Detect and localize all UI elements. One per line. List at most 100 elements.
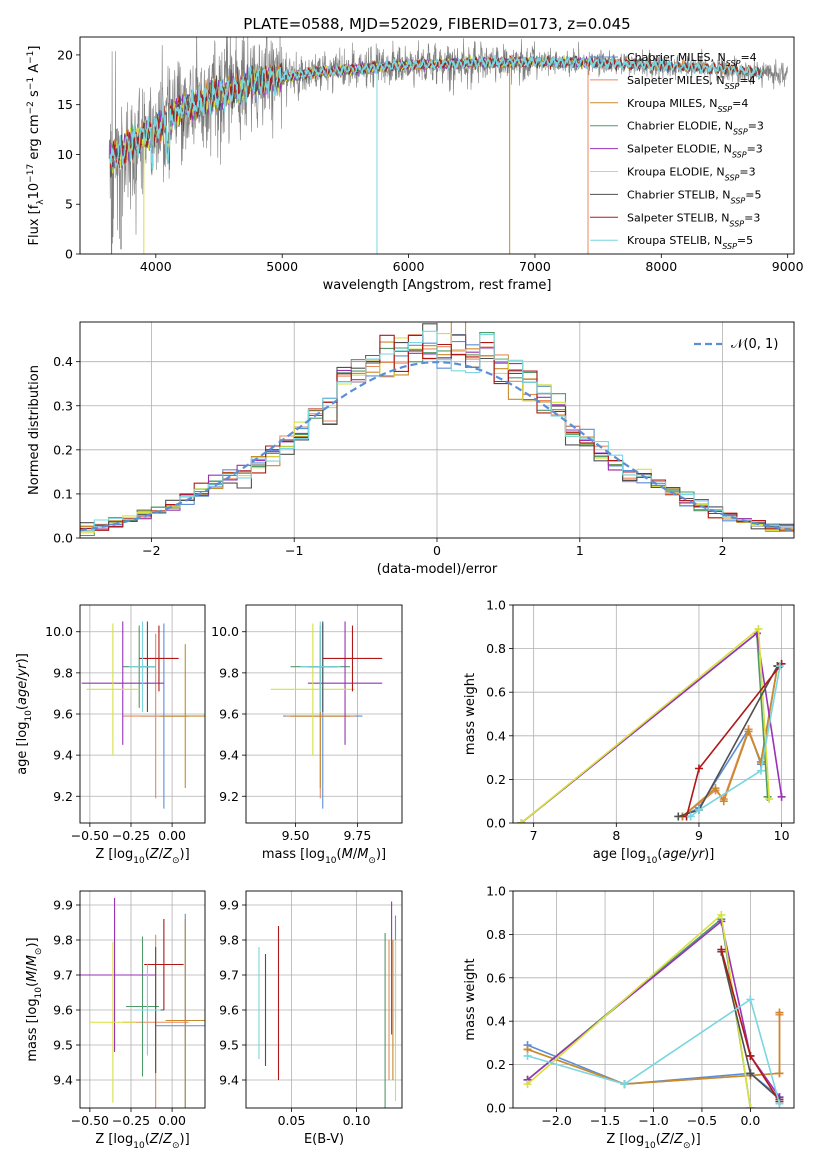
errorbar-point	[80, 898, 156, 1052]
legend-entry: Chabrier STELIB, NSSP=5	[627, 188, 761, 205]
mass-weight-marker	[775, 1099, 784, 1108]
mass-weight-marker	[775, 662, 784, 671]
y-tick-label: 0.6	[486, 685, 506, 700]
y-tick-label: 5	[65, 197, 73, 212]
x-tick-label: 8	[612, 828, 620, 843]
panel-age-vs-z: −0.50 −0.25 0.00 9.2 9.4 9.6 9.8 10.0 Z [log10(Z…	[15, 604, 206, 866]
legend-entry: Kroupa ELODIE, NSSP=3	[627, 166, 756, 183]
errorbar-point	[86, 623, 140, 756]
y-tick-label: 10	[57, 147, 73, 162]
x-tick-label: 0.10	[343, 1113, 371, 1128]
y-tick-label: 20	[57, 47, 73, 62]
y-tick-label: 9.2	[219, 789, 239, 804]
marks-spectrum	[108, 37, 788, 254]
y-tick-label: 15	[57, 97, 73, 112]
mass-weight-series-line	[526, 919, 781, 1098]
y-tick-label: 0.4	[53, 354, 73, 369]
x-tick-label: 2	[719, 543, 727, 558]
mass-weight-marker	[746, 1104, 755, 1108]
y-axis-label: mass [log10(M/M⊙)]	[25, 937, 44, 1061]
y-tick-label: 9.6	[53, 1003, 73, 1018]
legend-entry: Chabrier ELODIE, NSSP=3	[627, 120, 764, 137]
axes-frame	[245, 890, 403, 1109]
marks-mass-weight-vs-age	[517, 624, 786, 823]
marks-mass-weight-vs-z	[523, 910, 784, 1108]
marks-age-vs-mass	[270, 621, 383, 809]
mass-weight-marker	[746, 1051, 755, 1060]
x-axis-label: age [log10(age/yr)]	[593, 847, 715, 866]
mass-weight-marker	[523, 1080, 532, 1089]
mass-weight-marker	[620, 1080, 629, 1089]
mass-weight-marker	[686, 812, 695, 821]
axes-mass-weight-vs-z: −2.0 −1.5 −1.0 −0.5 0.0 0.0 0.2 0.4 0.6 0.8 1.0 Z […	[463, 884, 795, 1151]
y-tick-label: 9.6	[219, 707, 239, 722]
panel-residuals: −2 −1 0 1 2 0.0 0.1 0.2 0.3 0.4 𝒩(0, 1) (data-model…	[27, 321, 795, 577]
mass-weight-series-line	[527, 998, 781, 1104]
axes-age-vs-z: −0.50 −0.25 0.00 9.2 9.4 9.6 9.8 10.0 Z [log10(Z…	[15, 604, 206, 866]
axes-residuals: −2 −1 0 1 2 0.0 0.1 0.2 0.3 0.4 𝒩(0, 1) (data-model…	[27, 321, 795, 577]
y-tick-label: 9.8	[219, 933, 239, 948]
mass-weight-marker	[711, 784, 720, 793]
x-tick-label: −0.5	[687, 1113, 717, 1128]
axes-frame	[79, 604, 206, 824]
mass-weight-marker	[694, 805, 703, 814]
mass-weight-marker	[775, 1069, 784, 1078]
mass-weight-marker	[777, 792, 786, 801]
y-tick-label: 9.5	[219, 1038, 239, 1053]
x-tick-label: 4000	[140, 259, 172, 274]
y-tick-label: 9.5	[53, 1038, 73, 1053]
errorbar-point	[129, 621, 156, 712]
x-tick-label: −1.0	[638, 1113, 668, 1128]
x-axis-label: Z [log10(Z/Z⊙)]	[95, 847, 189, 866]
legend-entry: Salpeter ELODIE, NSSP=3	[627, 143, 763, 160]
mass-weight-marker	[746, 995, 755, 1004]
y-tick-label: 0.2	[53, 442, 73, 457]
errorbar-point	[89, 941, 136, 1103]
x-tick-label: 9000	[772, 259, 804, 274]
errorbar-point	[139, 625, 179, 692]
errorbar-point	[300, 621, 341, 712]
x-tick-label: 9.75	[344, 828, 372, 843]
y-tick-label: 0.0	[486, 1101, 506, 1116]
x-tick-label: 7	[530, 828, 538, 843]
x-axis-label: Z [log10(Z/Z⊙)]	[606, 1132, 700, 1151]
axes-frame	[79, 321, 795, 539]
legend-entry: Chabrier MILES, NSSP=4	[627, 51, 757, 68]
axes-frame	[512, 604, 795, 824]
mass-weight-series-line	[526, 917, 752, 1108]
panel-mass-vs-z: −0.50 −0.25 0.00 9.4 9.5 9.6 9.7 9.8 9.9 Z [log10…	[25, 890, 206, 1151]
x-tick-label: 9	[695, 828, 703, 843]
x-tick-label: 6000	[393, 259, 425, 274]
figure-title: PLATE=0588, MJD=52029, FIBERID=0173, z=0…	[243, 15, 630, 33]
errorbar-point	[144, 919, 184, 1010]
x-tick-label: −2.0	[541, 1113, 571, 1128]
y-tick-label: 0.8	[486, 641, 506, 656]
mass-weight-marker	[756, 766, 765, 775]
panel-mass-weight-vs-z: −2.0 −1.5 −1.0 −0.5 0.0 0.0 0.2 0.4 0.6 0.8 1.0 Z […	[463, 884, 795, 1151]
y-tick-label: 0.4	[486, 1014, 506, 1029]
y-tick-label: 0.2	[486, 772, 506, 787]
residual-histogram-step	[80, 330, 794, 534]
y-tick-label: 0.0	[486, 816, 506, 831]
y-tick-label: 9.2	[53, 789, 73, 804]
y-tick-label: 9.8	[53, 665, 73, 680]
y-tick-label: 9.6	[219, 1003, 239, 1018]
spectrum-legend: Chabrier MILES, NSSP=4 Salpeter MILES, NS…	[590, 51, 764, 251]
y-tick-label: 10.0	[211, 624, 239, 639]
x-tick-label: 1	[576, 543, 584, 558]
y-axis-label: mass weight	[463, 958, 478, 1040]
model-fit-line	[109, 54, 764, 170]
x-axis-label: mass [log10(M/M⊙)]	[262, 847, 386, 866]
y-tick-label: 9.9	[219, 898, 239, 913]
x-axis-label: Z [log10(Z/Z⊙)]	[95, 1132, 189, 1151]
x-tick-label: 10	[774, 828, 790, 843]
mass-weight-marker	[756, 757, 765, 766]
x-axis-label: wavelength [Angstrom, rest frame]	[323, 278, 552, 293]
x-tick-label: 7000	[519, 259, 551, 274]
x-tick-label: −2	[142, 543, 160, 558]
y-tick-label: 9.9	[53, 898, 73, 913]
mass-weight-marker	[775, 1008, 784, 1017]
y-tick-label: 9.8	[53, 933, 73, 948]
mass-weight-series-line	[690, 665, 781, 818]
y-tick-label: 9.7	[219, 968, 239, 983]
